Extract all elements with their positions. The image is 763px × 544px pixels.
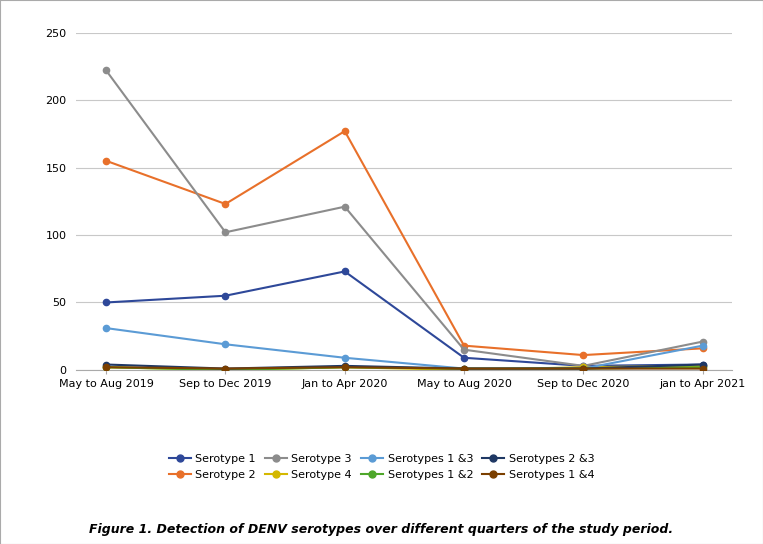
Serotype 2	[221, 201, 230, 207]
Serotypes 1 &4	[221, 366, 230, 372]
Serotypes 1 &3	[459, 366, 468, 372]
Serotype 4	[340, 364, 349, 370]
Text: Figure 1. Detection of DENV serotypes over different quarters of the study perio: Figure 1. Detection of DENV serotypes ov…	[89, 523, 674, 536]
Serotype 3	[340, 203, 349, 210]
Serotypes 1 &2	[101, 364, 111, 370]
Serotype 3	[579, 363, 588, 369]
Serotype 2	[698, 345, 707, 351]
Line: Serotype 3: Serotype 3	[103, 67, 706, 369]
Serotypes 1 &2	[698, 364, 707, 370]
Serotype 3	[101, 67, 111, 73]
Serotypes 1 &3	[101, 325, 111, 331]
Serotype 1	[101, 299, 111, 306]
Serotype 4	[579, 364, 588, 370]
Serotype 1	[698, 361, 707, 368]
Serotypes 2 &3	[579, 366, 588, 372]
Serotypes 2 &3	[340, 363, 349, 369]
Serotype 1	[221, 293, 230, 299]
Line: Serotypes 1 &4: Serotypes 1 &4	[103, 364, 706, 372]
Serotypes 1 &4	[579, 366, 588, 372]
Serotype 1	[340, 268, 349, 275]
Line: Serotypes 2 &3: Serotypes 2 &3	[103, 361, 706, 372]
Serotypes 1 &3	[340, 355, 349, 361]
Serotypes 1 &4	[101, 364, 111, 370]
Serotypes 1 &4	[459, 366, 468, 372]
Serotype 3	[221, 229, 230, 236]
Serotypes 1 &2	[221, 367, 230, 373]
Line: Serotypes 1 &2: Serotypes 1 &2	[103, 364, 706, 373]
Serotype 2	[579, 352, 588, 358]
Serotype 4	[698, 363, 707, 369]
Serotype 4	[101, 364, 111, 370]
Serotype 2	[101, 158, 111, 164]
Serotype 2	[340, 128, 349, 134]
Legend: Serotype 1, Serotype 2, Serotype 3, Serotype 4, Serotypes 1 &3, Serotypes 1 &2, : Serotype 1, Serotype 2, Serotype 3, Sero…	[164, 449, 599, 484]
Serotypes 2 &3	[698, 361, 707, 368]
Line: Serotypes 1 &3: Serotypes 1 &3	[103, 325, 706, 372]
Serotypes 1 &2	[340, 364, 349, 370]
Serotypes 2 &3	[101, 361, 111, 368]
Serotypes 2 &3	[221, 366, 230, 372]
Line: Serotype 2: Serotype 2	[103, 128, 706, 358]
Serotypes 1 &4	[698, 366, 707, 372]
Serotype 4	[221, 367, 230, 373]
Serotype 1	[459, 355, 468, 361]
Line: Serotype 1: Serotype 1	[103, 268, 706, 369]
Serotype 1	[579, 363, 588, 369]
Serotypes 2 &3	[459, 366, 468, 372]
Serotype 2	[459, 342, 468, 349]
Serotype 3	[698, 338, 707, 345]
Serotypes 1 &4	[340, 364, 349, 370]
Serotypes 1 &2	[459, 366, 468, 372]
Serotype 3	[459, 347, 468, 353]
Serotypes 1 &3	[698, 342, 707, 349]
Serotypes 1 &3	[221, 341, 230, 348]
Serotypes 1 &3	[579, 366, 588, 372]
Serotypes 1 &2	[579, 366, 588, 372]
Serotype 4	[459, 367, 468, 373]
Line: Serotype 4: Serotype 4	[103, 363, 706, 373]
